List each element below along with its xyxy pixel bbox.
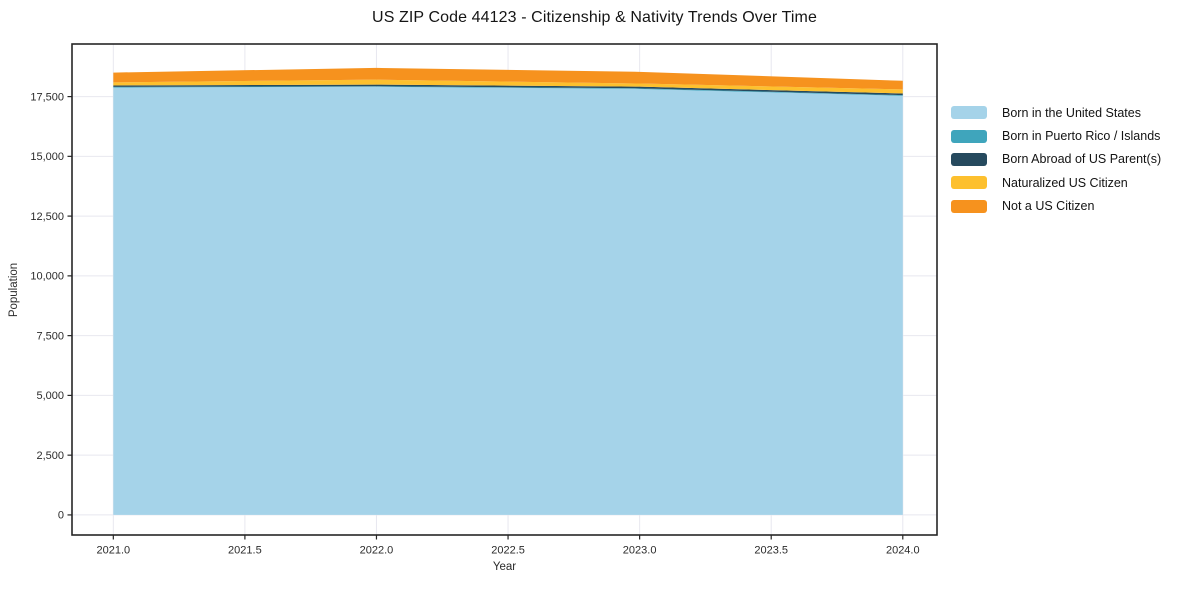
chart-title: US ZIP Code 44123 - Citizenship & Nativi…: [372, 9, 817, 26]
x-tick-label: 2021.0: [96, 545, 130, 557]
x-tick-label: 2022.5: [491, 545, 525, 557]
legend-item: Born in Puerto Rico / Islands: [951, 124, 1161, 147]
area-series-1: [113, 86, 903, 96]
area-series-0: [113, 86, 903, 515]
legend-item: Not a US Citizen: [951, 195, 1161, 218]
legend-item: Born Abroad of US Parent(s): [951, 148, 1161, 171]
y-tick-label: 15,000: [30, 151, 64, 163]
y-axis-label: Population: [8, 262, 20, 318]
x-tick-label: 2023.0: [623, 545, 657, 557]
legend-swatch: [951, 106, 987, 120]
x-tick-label: 2021.5: [228, 545, 262, 557]
y-tick-label: 0: [58, 510, 64, 522]
y-tick-label: 5,000: [36, 390, 64, 402]
y-tick-label: 17,500: [30, 91, 64, 103]
x-tick-label: 2022.0: [360, 545, 394, 557]
area-series-3: [113, 79, 903, 94]
y-tick-label: 7,500: [36, 330, 64, 342]
x-axis-label: Year: [492, 561, 517, 573]
x-tick-label: 2024.0: [886, 545, 920, 557]
plot-border: [71, 43, 938, 536]
legend-label: Born in Puerto Rico / Islands: [1002, 129, 1161, 144]
legend: Born in the United States Born in Puerto …: [951, 101, 1161, 218]
area-series-4: [113, 67, 903, 90]
legend-swatch: [951, 152, 987, 166]
legend-label: Born in the United States: [1002, 105, 1141, 120]
legend-swatch: [951, 176, 987, 190]
legend-swatch: [951, 129, 987, 143]
legend-swatch: [951, 199, 987, 213]
legend-label: Not a US Citizen: [1002, 199, 1095, 214]
legend-item: Naturalized US Citizen: [951, 171, 1161, 194]
x-tick-label: 2023.5: [754, 545, 788, 557]
area-series-2: [113, 84, 903, 96]
legend-item: Born in the United States: [951, 101, 1161, 124]
legend-label: Naturalized US Citizen: [1002, 175, 1128, 190]
y-tick-label: 12,500: [30, 211, 64, 223]
y-tick-label: 10,000: [30, 271, 64, 283]
legend-label: Born Abroad of US Parent(s): [1002, 152, 1162, 167]
y-tick-label: 2,500: [36, 450, 64, 462]
